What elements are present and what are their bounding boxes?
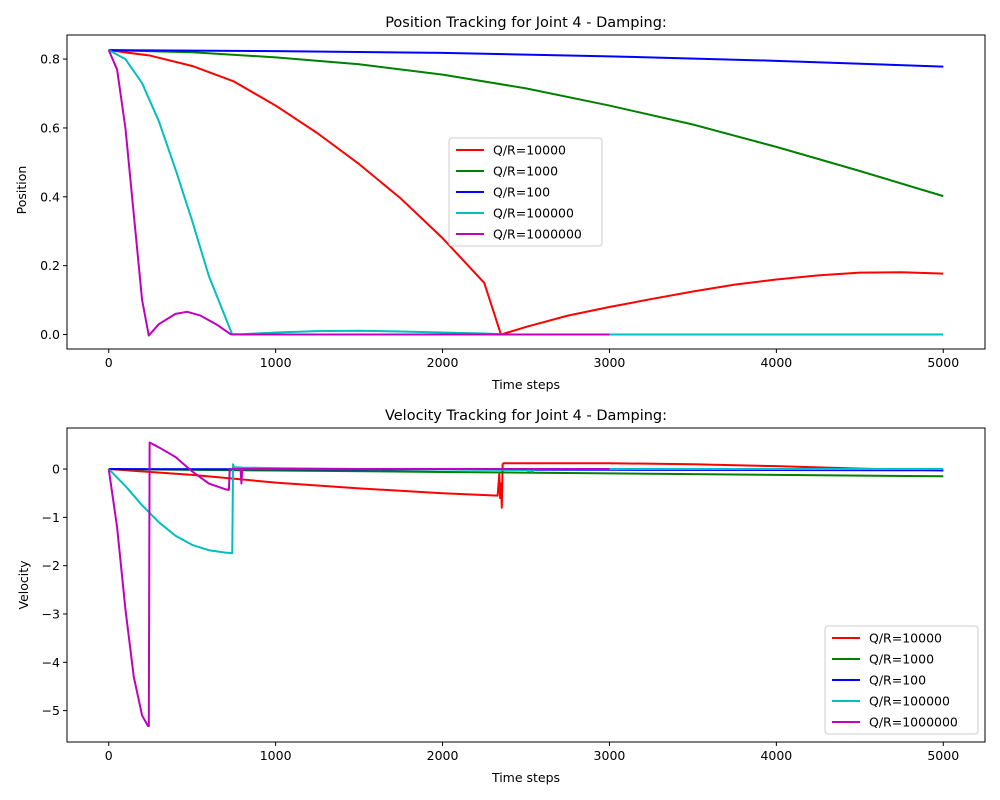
position-x-axis-label: Time steps	[491, 377, 560, 392]
position-y-tick-label: 0.2	[40, 258, 60, 273]
position-legend-label: Q/R=10000	[493, 143, 566, 158]
velocity-plot: Velocity Tracking for Joint 4 - Damping:…	[16, 408, 986, 785]
position-legend: Q/R=10000 Q/R=1000 Q/R=100 Q/R=100000 Q/R=10…	[448, 137, 603, 247]
velocity-y-tick-label: −3	[42, 606, 60, 621]
position-x-tick-label: 4000	[760, 355, 792, 370]
position-x-tick-label: 0	[105, 355, 113, 370]
velocity-series-line-5	[107, 441, 610, 728]
velocity-y-tick-label: −5	[42, 703, 60, 718]
position-x-tick-label: 5000	[927, 355, 959, 370]
position-series-line-5	[107, 49, 610, 337]
position-plot: Position Tracking for Joint 4 - Damping:…	[14, 15, 986, 392]
position-series-line-1	[108, 49, 944, 336]
position-y-tick-label: 0.4	[40, 189, 60, 204]
velocity-x-tick-label: 0	[105, 748, 113, 763]
position-x-tick-label: 1000	[260, 355, 292, 370]
velocity-legend-box	[824, 625, 979, 735]
position-legend-label: Q/R=100000	[493, 206, 574, 221]
position-legend-box	[448, 137, 603, 247]
velocity-x-tick-label: 1000	[260, 748, 292, 763]
position-legend-label: Q/R=1000000	[493, 227, 582, 242]
position-series-line-3	[108, 49, 944, 68]
velocity-legend-label: Q/R=100	[869, 673, 926, 688]
velocity-x-tick-label: 5000	[927, 748, 959, 763]
velocity-y-tick-label: −2	[42, 558, 60, 573]
position-y-tick-label: 0.0	[40, 327, 60, 342]
position-axes-frame	[66, 34, 986, 350]
position-series-group	[107, 49, 944, 337]
velocity-x-tick-label: 2000	[427, 748, 459, 763]
position-y-axis-label: Position	[14, 166, 29, 215]
velocity-legend-label: Q/R=10000	[869, 631, 942, 646]
velocity-plot-title: Velocity Tracking for Joint 4 - Damping:	[385, 408, 667, 424]
velocity-legend-label: Q/R=100000	[869, 694, 950, 709]
velocity-axes-frame	[66, 427, 986, 743]
velocity-series-line-1	[108, 462, 944, 509]
position-legend-label: Q/R=100	[493, 185, 550, 200]
velocity-x-axis-label: Time steps	[491, 770, 560, 785]
velocity-legend-label: Q/R=1000	[869, 652, 934, 667]
position-series-line-2	[108, 49, 944, 198]
position-legend-label: Q/R=1000	[493, 164, 558, 179]
velocity-series-line-2	[108, 468, 944, 478]
position-x-tick-label: 3000	[594, 355, 626, 370]
velocity-y-tick-label: 0	[52, 462, 60, 477]
velocity-series-group	[107, 441, 944, 728]
velocity-y-tick-label: −1	[42, 510, 60, 525]
velocity-y-tick-label: −4	[42, 655, 60, 670]
velocity-x-tick-label: 4000	[760, 748, 792, 763]
velocity-legend-label: Q/R=1000000	[869, 715, 958, 730]
velocity-y-axis-label: Velocity	[16, 560, 31, 610]
position-y-tick-label: 0.8	[40, 52, 60, 67]
position-y-tick-label: 0.6	[40, 120, 60, 135]
velocity-legend: Q/R=10000 Q/R=1000 Q/R=100 Q/R=100000 Q/R=10…	[824, 625, 979, 735]
position-x-tick-label: 2000	[427, 355, 459, 370]
position-plot-title: Position Tracking for Joint 4 - Damping:	[385, 15, 667, 31]
velocity-x-tick-label: 3000	[594, 748, 626, 763]
